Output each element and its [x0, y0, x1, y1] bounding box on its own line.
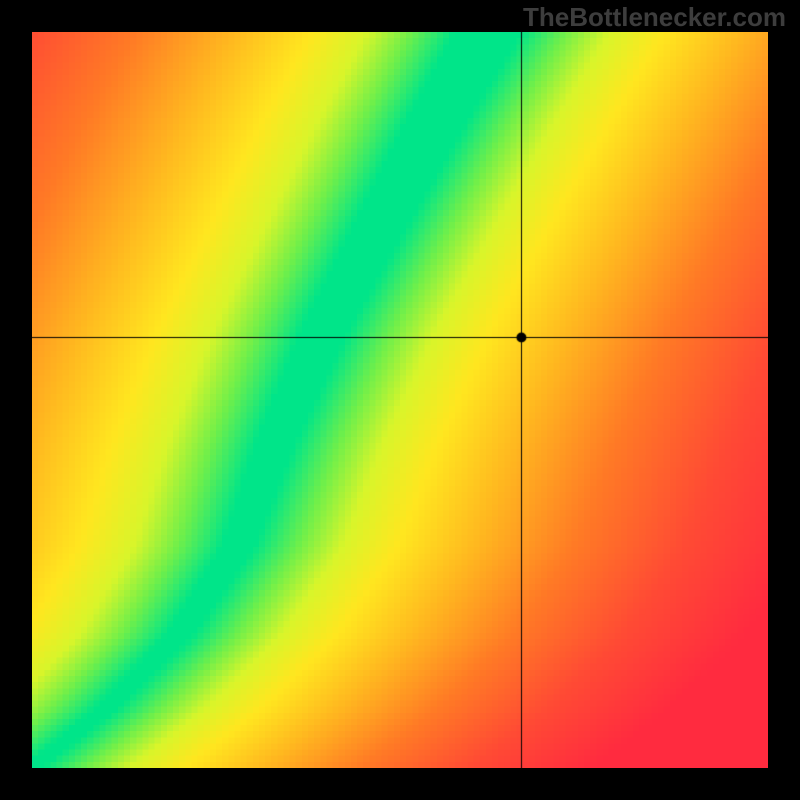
watermark-text: TheBottlenecker.com — [523, 2, 786, 33]
crosshair-overlay — [32, 32, 768, 768]
